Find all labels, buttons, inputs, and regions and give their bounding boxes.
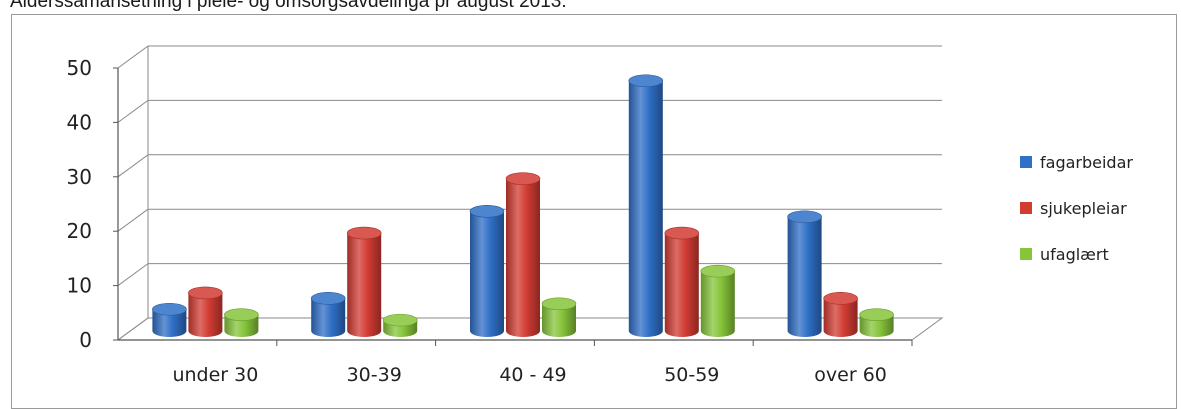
y-tick-label: 40 xyxy=(67,110,92,134)
bar-ufagl-rt-2 xyxy=(542,303,576,337)
x-tick-label: under 30 xyxy=(172,364,258,386)
bar-top xyxy=(188,286,223,300)
y-tick-label: 0 xyxy=(79,328,92,352)
bar-sjukepleiar-3 xyxy=(664,233,699,337)
bar-fagarbeidar-2 xyxy=(470,211,504,337)
legend-item: ufaglært xyxy=(1020,242,1133,266)
bar-top xyxy=(664,226,700,240)
bar-fagarbeidar-4 xyxy=(787,216,822,337)
wall-gridline xyxy=(117,317,149,341)
bar-sjukepleiar-2 xyxy=(506,178,540,337)
bar-top xyxy=(628,74,664,88)
x-tick-label: over 60 xyxy=(814,364,887,386)
x-tick-label: 40 - 49 xyxy=(499,364,566,386)
legend-item: fagarbeidar xyxy=(1020,150,1133,174)
wall-gridline xyxy=(117,154,149,178)
legend-label: sjukepleiar xyxy=(1040,198,1127,218)
bar-fagarbeidar-1 xyxy=(311,298,346,337)
bar-top xyxy=(505,172,541,185)
bar-top xyxy=(700,264,736,278)
wall-gridline xyxy=(117,45,149,69)
legend-swatch xyxy=(1020,248,1032,260)
legend-label: ufaglært xyxy=(1040,244,1109,264)
bar-ufagl-rt-3 xyxy=(700,271,735,337)
bar-ufagl-rt-0 xyxy=(224,314,259,337)
chart-caption: Alderssamansetning i pleie- og omsorgsav… xyxy=(10,0,567,12)
bar-top xyxy=(310,292,346,305)
y-tick-label: 10 xyxy=(67,274,92,298)
chart-legend: fagarbeidar sjukepleiar ufaglært xyxy=(1020,150,1133,288)
bar-top xyxy=(541,297,577,311)
bar-sjukepleiar-0 xyxy=(188,292,223,337)
legend-swatch xyxy=(1020,202,1032,214)
x-tick-label: 50-59 xyxy=(664,364,719,386)
bar-top xyxy=(823,292,858,305)
x-tick-label: 30-39 xyxy=(347,364,402,386)
bar-sjukepleiar-1 xyxy=(347,233,382,337)
bar-ufagl-rt-4 xyxy=(859,314,894,337)
bar-sjukepleiar-4 xyxy=(823,298,858,337)
y-tick-label: 30 xyxy=(67,165,92,189)
bar-top xyxy=(382,313,418,327)
wall-gridline xyxy=(117,263,149,287)
y-tick-label: 20 xyxy=(67,219,92,243)
legend-item: sjukepleiar xyxy=(1020,196,1133,220)
bar-top xyxy=(346,226,382,240)
legend-label: fagarbeidar xyxy=(1040,152,1133,172)
y-tick-label: 50 xyxy=(67,56,92,80)
bar-top xyxy=(469,205,505,218)
wall-gridline xyxy=(117,208,149,232)
wall-gridline xyxy=(117,99,149,123)
bar-top xyxy=(224,308,259,321)
legend-swatch xyxy=(1020,156,1032,168)
bar-top xyxy=(152,302,187,316)
bar-fagarbeidar-3 xyxy=(628,80,663,337)
bar-fagarbeidar-0 xyxy=(152,309,187,337)
bar-top xyxy=(787,210,822,224)
bar-top xyxy=(859,308,894,321)
